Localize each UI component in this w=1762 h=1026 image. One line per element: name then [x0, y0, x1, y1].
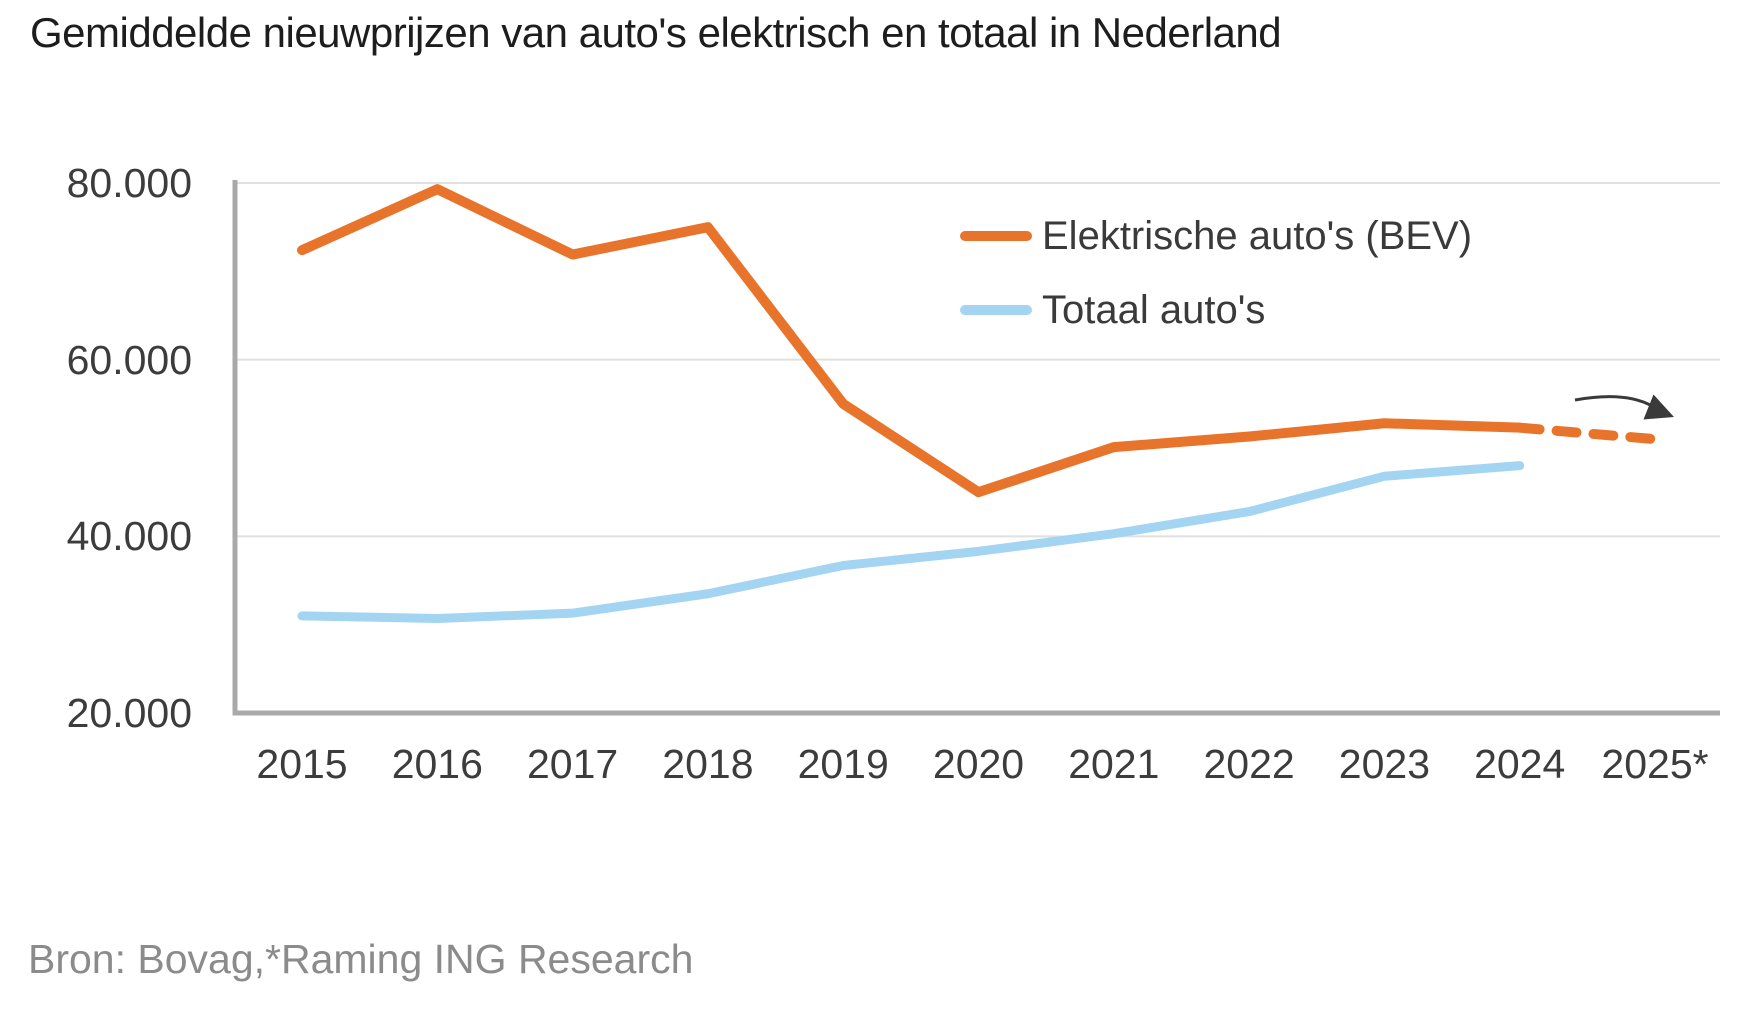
legend-item-bev: Elektrische auto's (BEV) — [960, 208, 1472, 264]
legend-item-totaal: Totaal auto's — [960, 282, 1472, 338]
totaal-line — [297, 461, 1525, 623]
forecast-arrow-icon — [1574, 394, 1674, 420]
chart-title: Gemiddelde nieuwprijzen van auto's elekt… — [30, 9, 1282, 56]
legend-label-totaal: Totaal auto's — [1042, 287, 1266, 332]
y-tick-label-40.000: 40.000 — [66, 513, 192, 560]
source-note: Bron: Bovag,*Raming ING Research — [28, 936, 694, 982]
x-tick-label-2019: 2019 — [797, 741, 889, 787]
bev-line-swatch-icon — [960, 231, 1032, 241]
x-tick-label-2017: 2017 — [526, 741, 619, 787]
x-tick-label-2016: 2016 — [391, 741, 483, 787]
x-tick-label-2018: 2018 — [662, 741, 754, 787]
x-tick-label-2022: 2022 — [1203, 741, 1295, 787]
legend-label-bev: Elektrische auto's (BEV) — [1042, 213, 1473, 258]
x-tick-label-2020: 2020 — [932, 741, 1025, 787]
bev-line-forecast-dashed — [1514, 422, 1660, 445]
y-tick-label-80.000: 80.000 — [66, 160, 192, 206]
x-tick-label-2025: 2025* — [1601, 741, 1709, 787]
totaal-line-swatch-icon — [960, 305, 1032, 315]
x-tick-label-2024: 2024 — [1474, 741, 1566, 787]
y-tick-label-20.000: 20.000 — [66, 690, 192, 736]
bev-line — [297, 184, 1525, 498]
y-tick-label-60.000: 60.000 — [66, 336, 192, 383]
x-tick-label-2023: 2023 — [1338, 741, 1430, 787]
x-tick-label-2021: 2021 — [1068, 741, 1160, 787]
chart-legend: Elektrische auto's (BEV) Totaal auto's — [960, 208, 1472, 356]
x-tick-label-2015: 2015 — [256, 741, 348, 787]
